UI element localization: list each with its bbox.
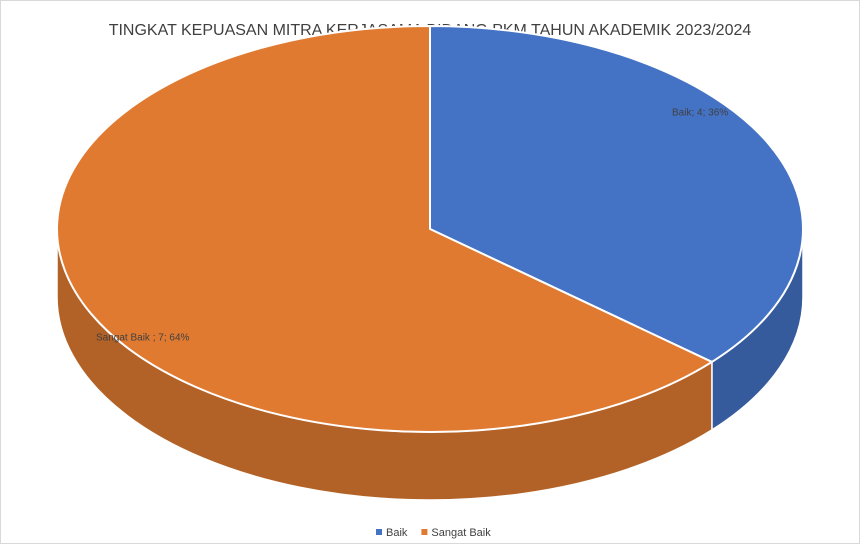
slice	[56, 25, 713, 433]
data-label: Baik; 4; 36%	[672, 108, 728, 119]
data-label: Sangat Baik ; 7; 64%	[96, 333, 190, 344]
legend-label: Baik	[386, 527, 408, 539]
legend-swatch	[376, 529, 382, 535]
legend-label: Sangat Baik	[431, 527, 491, 539]
legend-swatch	[421, 529, 428, 535]
slice	[429, 25, 804, 363]
